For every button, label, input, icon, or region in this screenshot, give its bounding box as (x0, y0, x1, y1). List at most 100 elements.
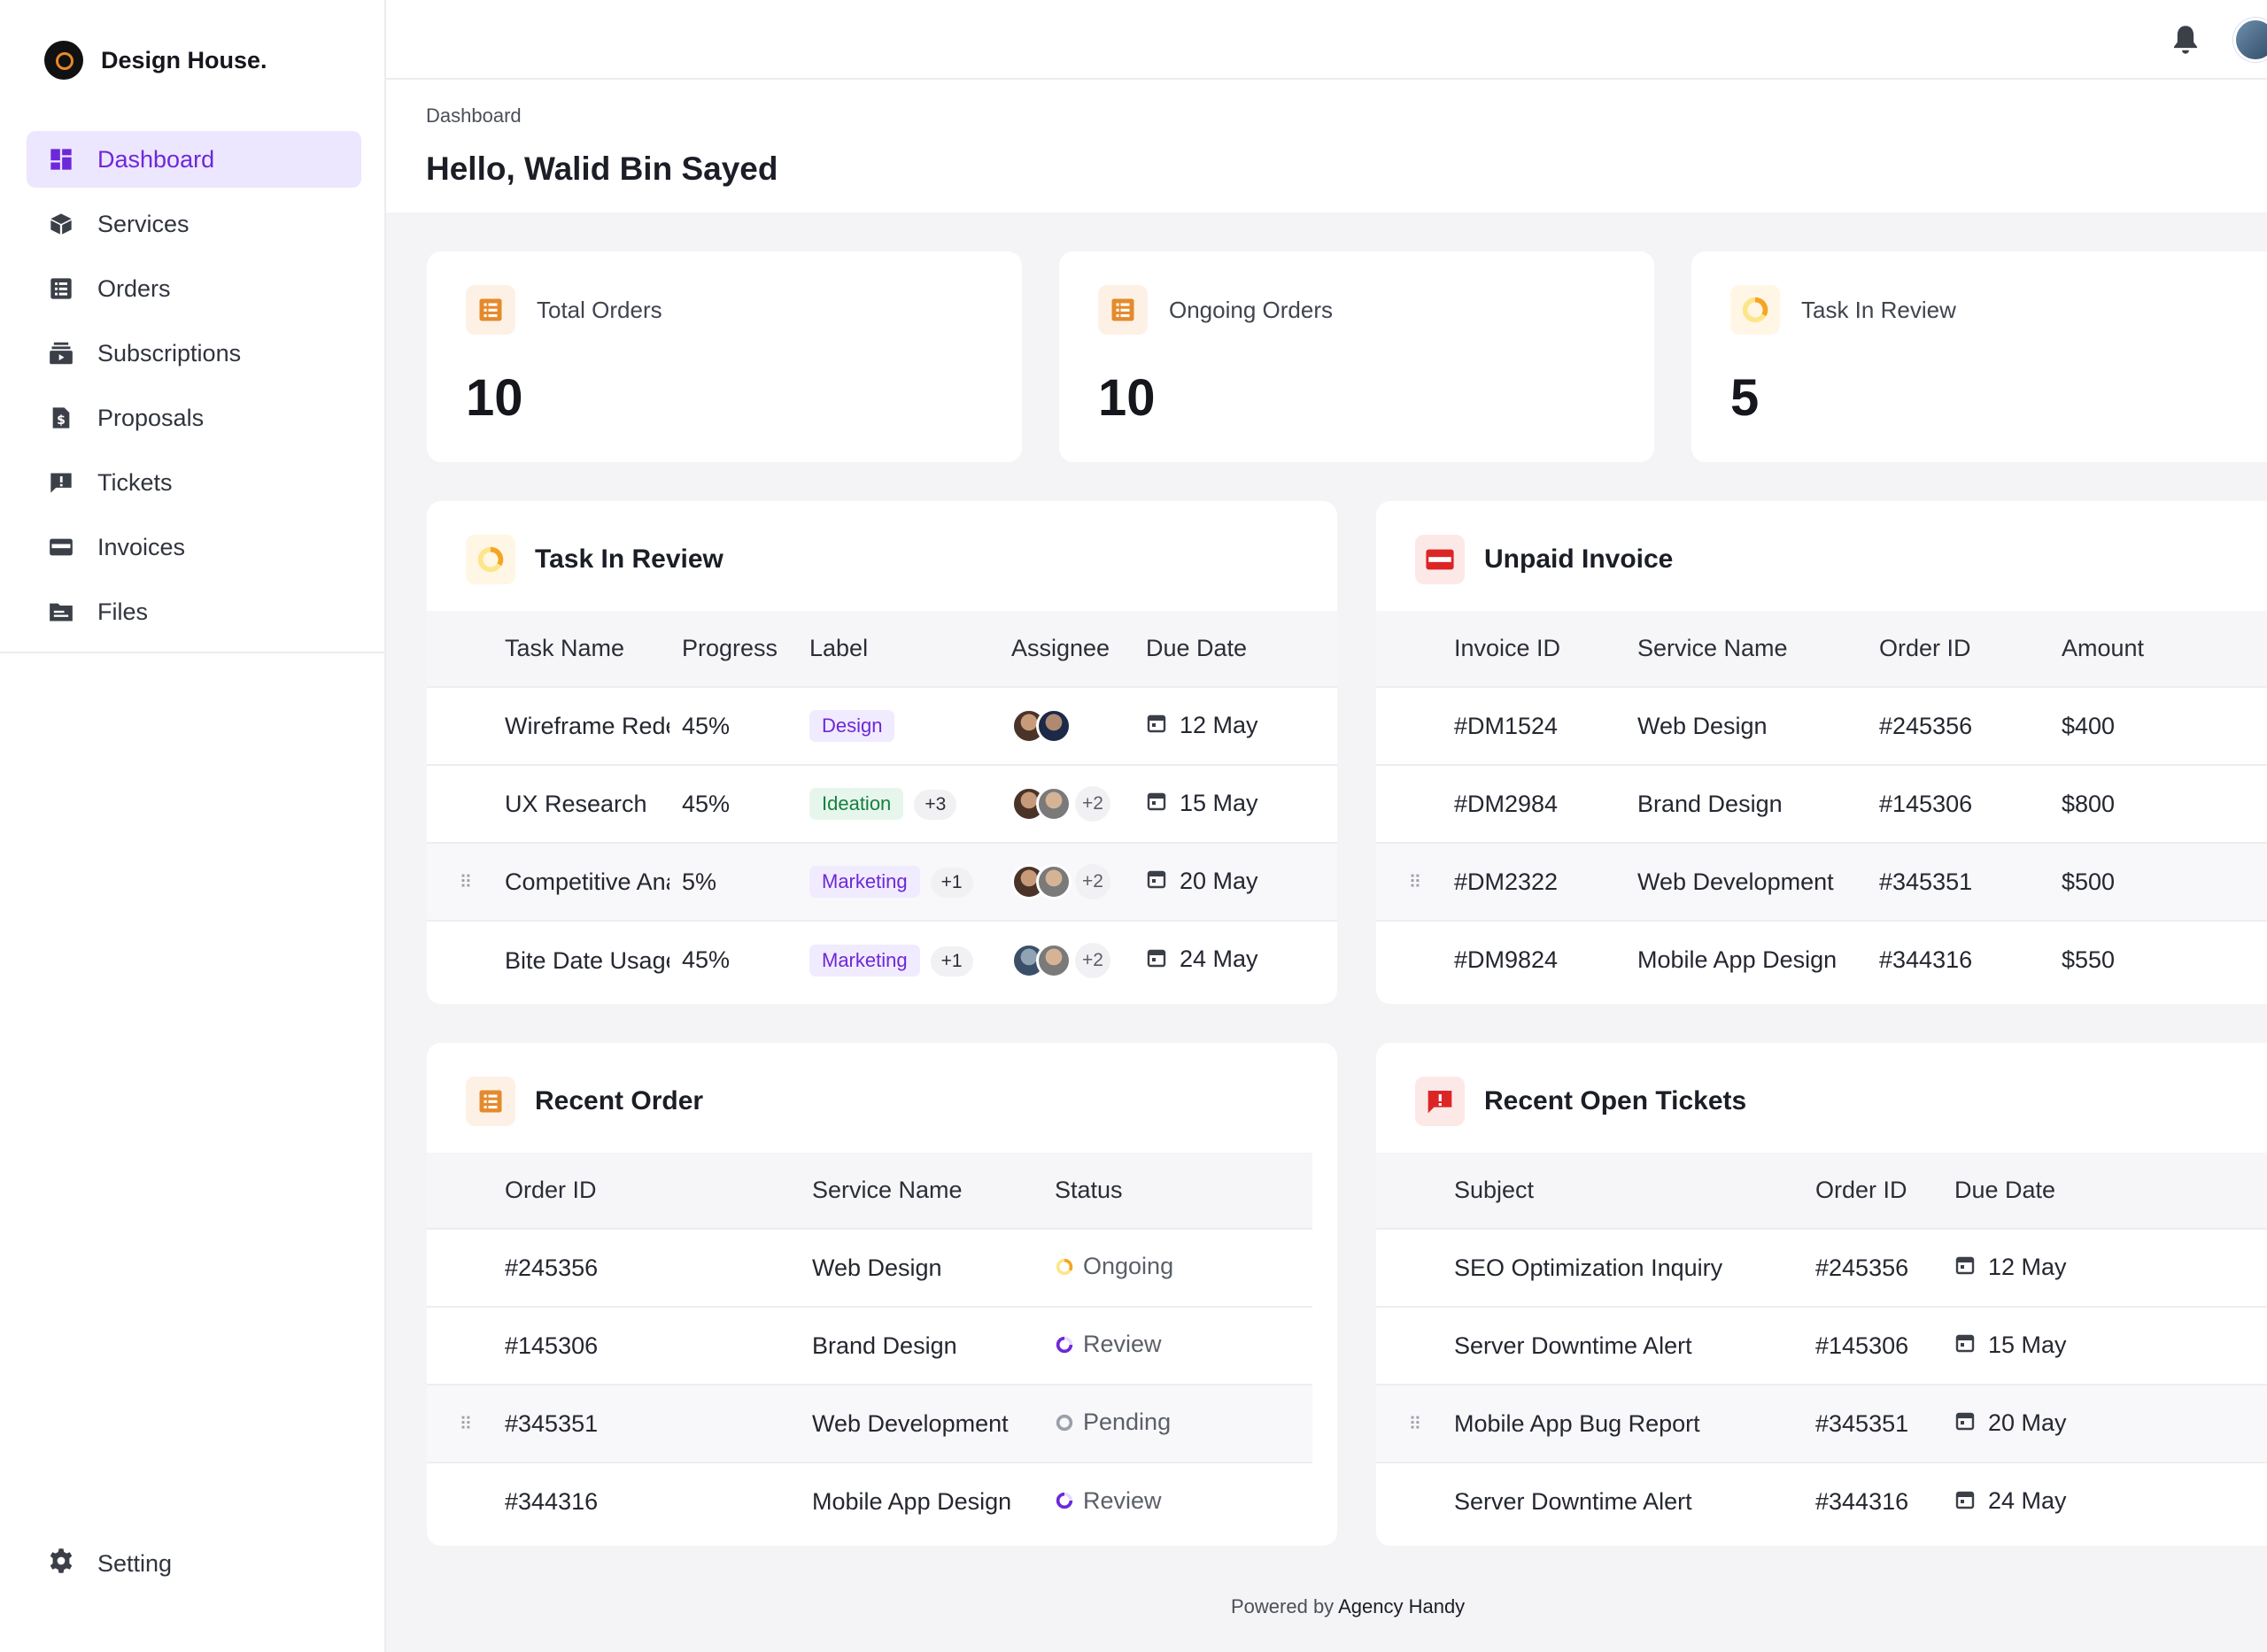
column-header[interactable]: Amount (2062, 611, 2267, 687)
sidebar-item-services[interactable]: Services (27, 196, 361, 252)
brand[interactable]: Design House. (44, 41, 267, 80)
grip-cell (427, 1306, 505, 1385)
column-header[interactable]: Progress (682, 611, 809, 687)
table-row[interactable]: Server Downtime Alert #145306 15 May (1376, 1306, 2267, 1385)
sidebar-item-label: Invoices (97, 533, 186, 560)
column-header[interactable]: Subject (1454, 1153, 1815, 1229)
drag-handle-icon[interactable]: ⠿ (427, 1384, 505, 1463)
column-header[interactable]: Assignee (1011, 611, 1146, 687)
due-date: 12 May (1988, 1253, 2067, 1280)
due-date: 20 May (1988, 1409, 2067, 1436)
order-id: #145306 (1879, 764, 2062, 843)
column-header[interactable]: Order ID (1879, 611, 2062, 687)
label-tag[interactable]: Design (809, 710, 895, 742)
table-row[interactable]: #245356 Web Design Ongoing (427, 1228, 1312, 1307)
amount: $400 (2062, 686, 2267, 765)
drag-handle-icon[interactable]: ⠿ (427, 842, 505, 921)
ongoing-status-icon (1056, 1258, 1073, 1275)
table-row[interactable]: #145306 Brand Design Review (427, 1306, 1312, 1385)
label-tag[interactable]: Ideation (809, 788, 904, 820)
due-date: 12 May (1180, 711, 1258, 738)
user-avatar[interactable] (2233, 18, 2267, 62)
drag-handle-icon[interactable]: ⠿ (1376, 842, 1454, 921)
label-more-badge[interactable]: +3 (914, 790, 957, 820)
sidebar-item-label: Orders (97, 274, 171, 302)
sidebar-item-invoices[interactable]: Invoices (27, 519, 361, 575)
table-row[interactable]: #DM9824 Mobile App Design #344316 $550 (1376, 920, 2267, 999)
table-row[interactable]: UX Research 45% Ideation +3 +2 15 May (427, 764, 1337, 843)
column-header[interactable]: Due Date (1954, 1153, 2267, 1229)
sidebar-item-label: Subscriptions (97, 339, 242, 367)
ticket-subject: Server Downtime Alert (1454, 1306, 1815, 1385)
invoice-id: #DM1524 (1454, 686, 1637, 765)
label-tag[interactable]: Marketing (809, 866, 920, 898)
drag-handle-icon[interactable]: ⠿ (1376, 1384, 1454, 1463)
sidebar-item-dashboard[interactable]: Dashboard (27, 131, 361, 188)
sidebar-item-setting[interactable]: Setting (48, 1548, 172, 1580)
avatar (1036, 708, 1072, 744)
assignee-avatars[interactable]: +2 (1011, 864, 1110, 899)
table-row[interactable]: ⠿ Mobile App Bug Report #345351 20 May (1376, 1384, 2267, 1463)
recent-order-panel: Recent Order Order ID Service Name Statu… (427, 1043, 1337, 1546)
sidebar-item-tickets[interactable]: Tickets (27, 454, 361, 511)
sidebar-item-label: Dashboard (97, 145, 215, 173)
invoice-id: #DM9824 (1454, 920, 1637, 999)
sidebar-item-subscriptions[interactable]: Subscriptions (27, 325, 361, 382)
column-header[interactable]: Label (809, 611, 1011, 687)
table-row[interactable]: Bite Date Usage 45% Marketing +1 +2 24 Ma… (427, 920, 1337, 999)
sidebar-item-files[interactable]: Files (27, 583, 361, 640)
table-row[interactable]: ⠿ Competitive Analysis 5% Marketing +1 +2… (427, 842, 1337, 921)
assignee-avatars[interactable] (1011, 708, 1072, 744)
column-header[interactable]: Status (1055, 1153, 1312, 1229)
sidebar-nav: Dashboard Services Orders Subscriptions … (27, 131, 361, 648)
brand-name: Design House. (101, 46, 267, 73)
table-row[interactable]: ⠿ #DM2322 Web Development #345351 $500 (1376, 842, 2267, 921)
status-badge: Review (1055, 1487, 1162, 1515)
bell-icon[interactable] (2171, 25, 2200, 59)
service-name: Web Design (1637, 686, 1879, 765)
calendar-icon (1954, 1254, 1976, 1282)
task-review-panel: Task In Review Task Name Progress Label … (427, 501, 1337, 1004)
sidebar-item-orders[interactable]: Orders (27, 260, 361, 317)
avatar (1036, 942, 1072, 978)
avatar-more-count: +2 (1075, 786, 1110, 822)
column-header[interactable]: Due Date (1146, 611, 1337, 687)
sidebar-item-proposals[interactable]: $ Proposals (27, 390, 361, 446)
column-header[interactable]: Order ID (505, 1153, 812, 1229)
table-header-row: Order ID Service Name Status (427, 1153, 1312, 1229)
task-name: Competitive Analysis (505, 868, 669, 896)
footer-brand-link[interactable]: Agency Handy (1338, 1595, 1466, 1617)
breadcrumb[interactable]: Dashboard (426, 104, 522, 127)
grip-column-header (1376, 611, 1454, 687)
label-more-badge[interactable]: +1 (930, 868, 973, 898)
status-badge: Ongoing (1055, 1253, 1173, 1280)
panel-title: Recent Order (535, 1086, 704, 1115)
label-more-badge[interactable]: +1 (930, 946, 973, 977)
label-tag[interactable]: Marketing (809, 944, 920, 977)
table-row[interactable]: #344316 Mobile App Design Review (427, 1462, 1312, 1540)
order-id: #344316 (1879, 920, 2062, 999)
service-name: Web Development (1637, 842, 1879, 921)
table-row[interactable]: #DM1524 Web Design #245356 $400 (1376, 686, 2267, 765)
progress-ring-icon (466, 535, 515, 584)
order-id: #344316 (505, 1462, 812, 1540)
table-row[interactable]: Wireframe Redesign 45% Design 12 May (427, 686, 1337, 765)
calendar-icon (1954, 1332, 1976, 1360)
due-date: 15 May (1180, 789, 1258, 816)
grip-cell (427, 1462, 505, 1540)
column-header[interactable]: Task Name (505, 611, 682, 687)
column-header[interactable]: Order ID (1815, 1153, 1954, 1229)
column-header[interactable]: Service Name (1637, 611, 1879, 687)
table-row[interactable]: Server Downtime Alert #344316 24 May (1376, 1462, 2267, 1540)
sidebar-item-label: Proposals (97, 404, 205, 431)
service-name: Brand Design (1637, 764, 1879, 843)
assignee-avatars[interactable]: +2 (1011, 786, 1110, 822)
table-row[interactable]: SEO Optimization Inquiry #245356 12 May (1376, 1228, 2267, 1307)
column-header[interactable]: Service Name (812, 1153, 1055, 1229)
table-row[interactable]: ⠿ #345351 Web Development Pending (427, 1384, 1312, 1463)
list-icon (1098, 285, 1148, 335)
table-row[interactable]: #DM2984 Brand Design #145306 $800 (1376, 764, 2267, 843)
assignee-avatars[interactable]: +2 (1011, 942, 1110, 978)
grip-cell (1376, 1462, 1454, 1540)
column-header[interactable]: Invoice ID (1454, 611, 1637, 687)
